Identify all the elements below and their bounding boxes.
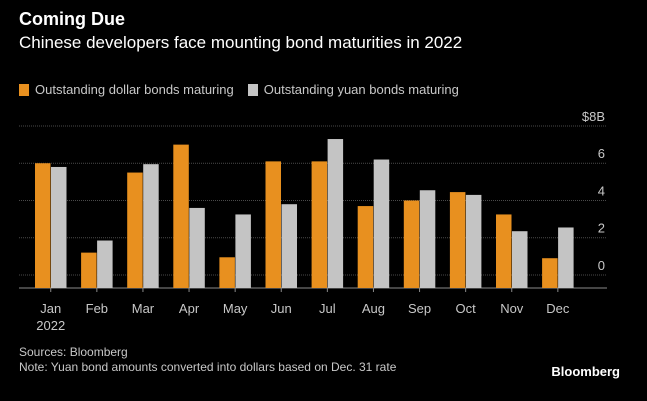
x-tick-label: Apr: [179, 301, 200, 316]
x-tick-label: Jun: [271, 301, 292, 316]
bar-dollar: [219, 257, 235, 288]
bar-dollar: [265, 161, 281, 288]
legend-label-dollar: Outstanding dollar bonds maturing: [35, 82, 234, 97]
bar-dollar: [403, 200, 420, 288]
x-tick-label: Dec: [546, 301, 570, 316]
bar-dollar: [173, 144, 189, 288]
y-tick-label: 0: [598, 258, 605, 273]
bar-yuan: [512, 231, 528, 288]
x-tick-sublabel: 2022: [36, 318, 65, 333]
legend-swatch-yuan: [247, 83, 258, 96]
bar-dollar: [311, 161, 328, 288]
bar-yuan: [373, 159, 390, 288]
bar-dollar: [127, 172, 143, 288]
legend: Outstanding dollar bonds maturing Outsta…: [19, 82, 473, 97]
y-tick-label: 6: [598, 146, 605, 161]
chart-subtitle: Chinese developers face mounting bond ma…: [19, 33, 463, 52]
y-tick-label: 4: [598, 183, 605, 198]
bar-yuan: [419, 190, 436, 288]
x-tick-label: Jul: [319, 301, 336, 316]
y-tick-label: $8B: [582, 109, 605, 124]
chart-title: Coming Due: [19, 9, 125, 29]
legend-swatch-dollar: [19, 83, 29, 96]
bar-yuan: [51, 166, 67, 288]
x-tick-label: Mar: [132, 301, 155, 316]
bar-yuan: [327, 139, 344, 288]
brand-logo: Bloomberg: [551, 364, 620, 379]
bar-yuan: [281, 204, 297, 288]
bar-yuan: [235, 214, 251, 288]
bar-dollar: [35, 163, 51, 288]
x-tick-label: Oct: [456, 301, 477, 316]
bar-yuan: [558, 227, 574, 288]
legend-item-dollar: Outstanding dollar bonds maturing: [19, 82, 234, 97]
legend-item-yuan: Outstanding yuan bonds maturing: [247, 82, 459, 97]
source-note: Sources: Bloomberg: [19, 345, 128, 359]
footnote: Note: Yuan bond amounts converted into d…: [19, 360, 397, 374]
bar-yuan: [97, 240, 113, 288]
bar-yuan: [143, 164, 159, 288]
bar-dollar: [449, 192, 466, 288]
bar-dollar: [496, 214, 512, 288]
bar-dollar: [81, 252, 97, 288]
bar-dollar: [542, 258, 558, 288]
x-tick-label: May: [223, 301, 248, 316]
legend-label-yuan: Outstanding yuan bonds maturing: [263, 82, 459, 97]
x-tick-label: Feb: [86, 301, 108, 316]
x-tick-label: Nov: [500, 301, 524, 316]
x-tick-label: Jan: [40, 301, 61, 316]
bar-dollar: [357, 206, 374, 288]
bar-yuan: [189, 207, 205, 288]
x-tick-label: Sep: [408, 301, 431, 316]
bar-yuan: [465, 194, 482, 288]
x-tick-label: Aug: [362, 301, 385, 316]
y-tick-label: 2: [598, 221, 605, 236]
